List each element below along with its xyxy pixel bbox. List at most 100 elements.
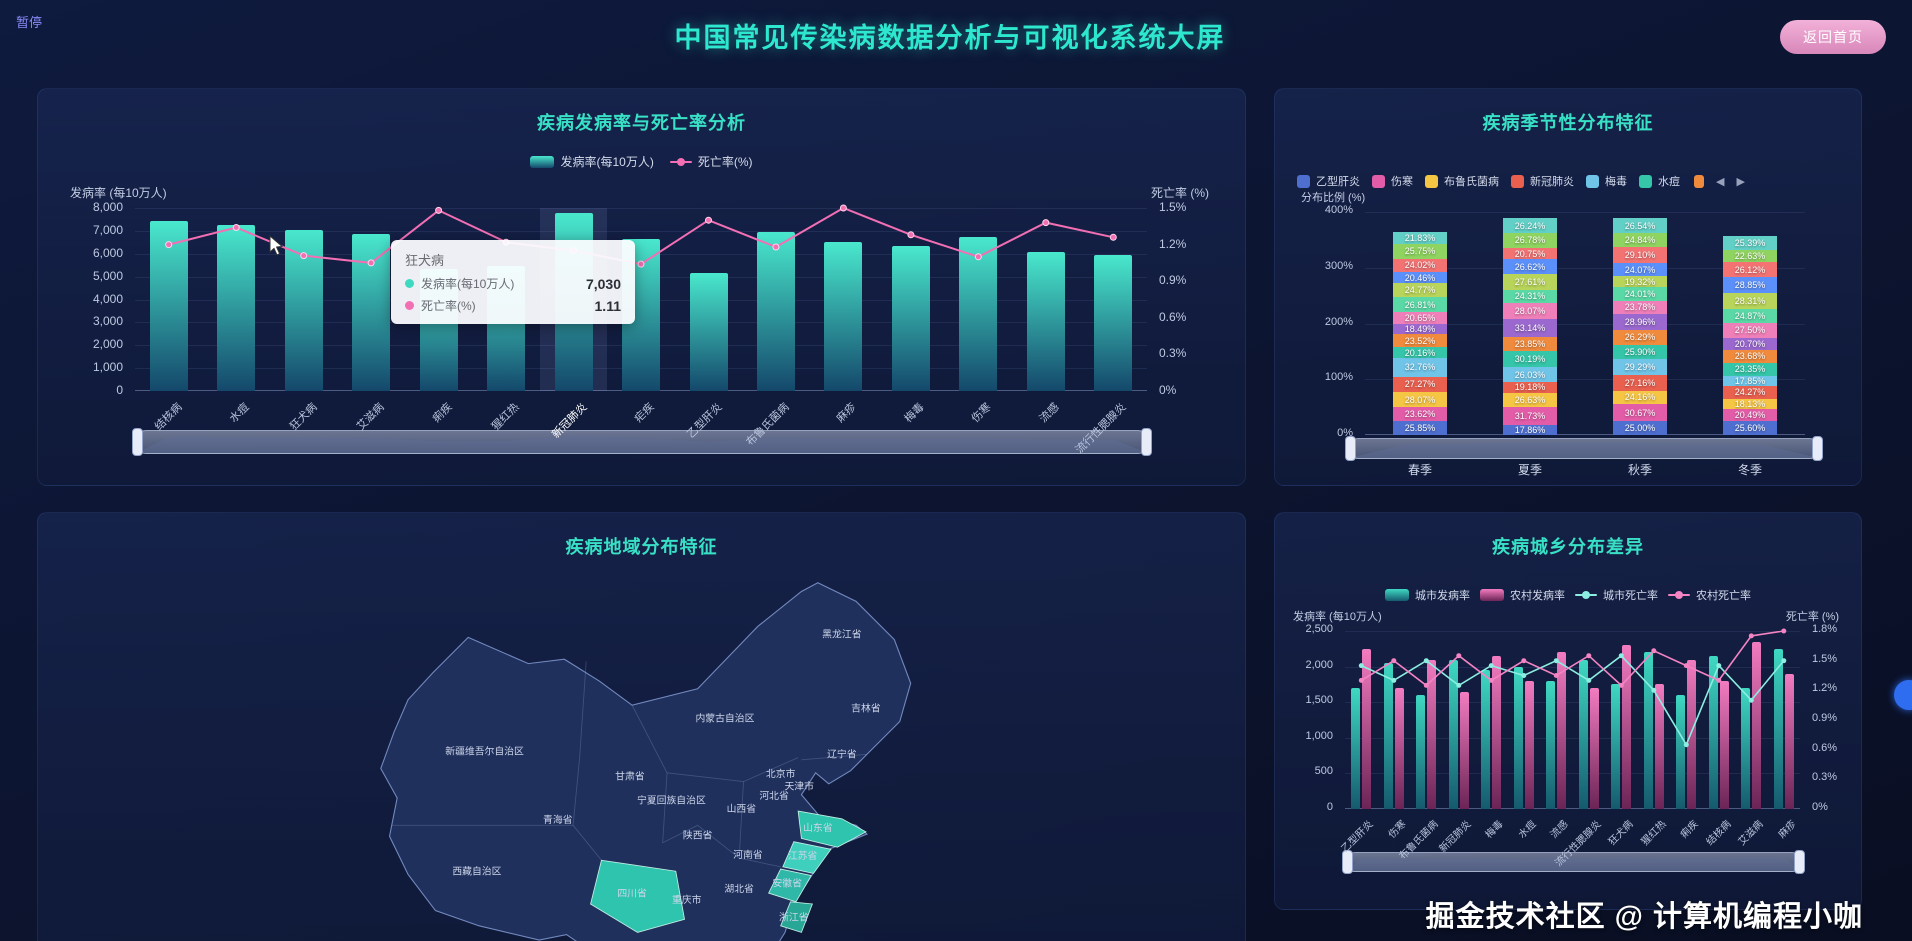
line-point[interactable] (300, 252, 308, 260)
line-point[interactable] (1553, 658, 1559, 664)
line-point[interactable] (1391, 658, 1397, 664)
stack-segment[interactable]: 17.85% (1723, 375, 1777, 386)
stack-segment[interactable]: 18.13% (1723, 399, 1777, 410)
datazoom-handle-right[interactable] (1141, 428, 1152, 456)
stack-segment[interactable]: 26.78% (1503, 232, 1557, 248)
stack-segment[interactable]: 24.16% (1613, 390, 1667, 404)
stack-segment[interactable]: 20.49% (1723, 409, 1777, 421)
datazoom-handle-left[interactable] (132, 428, 143, 456)
incidence-bar[interactable] (959, 236, 998, 391)
legend-item[interactable]: 布鲁氏菌病 (1425, 173, 1499, 189)
line-point[interactable] (1618, 653, 1624, 659)
stack-segment[interactable]: 28.96% (1613, 313, 1667, 330)
legend-item[interactable]: 伤寒 (1372, 173, 1413, 189)
incidence-bar[interactable] (1094, 254, 1133, 391)
rural-incidence-bar[interactable] (1557, 652, 1567, 809)
stack-segment[interactable]: 20.75% (1503, 247, 1557, 260)
stack-segment[interactable]: 32.76% (1393, 358, 1447, 377)
city-incidence-bar[interactable] (1741, 688, 1751, 809)
city-incidence-bar[interactable] (1351, 688, 1361, 809)
stack-segment[interactable]: 23.78% (1613, 300, 1667, 314)
incidence-bar[interactable] (689, 273, 728, 391)
stack-segment[interactable]: 26.54% (1613, 218, 1667, 233)
line-point[interactable] (839, 204, 847, 212)
stack-segment[interactable]: 26.63% (1503, 392, 1557, 408)
stack-segment[interactable]: 19.32% (1613, 276, 1667, 288)
line-point[interactable] (435, 206, 443, 214)
line-point[interactable] (165, 241, 173, 249)
stack-segment[interactable]: 23.85% (1503, 337, 1557, 351)
stack-segment[interactable]: 26.81% (1393, 297, 1447, 313)
line-point[interactable] (1651, 687, 1657, 693)
stack-segment[interactable]: 24.01% (1613, 287, 1667, 301)
line-point[interactable] (1488, 663, 1494, 669)
line-point[interactable] (1456, 653, 1462, 659)
stack-segment[interactable]: 22.63% (1723, 249, 1777, 263)
stack-segment[interactable]: 29.29% (1613, 359, 1667, 376)
legend-item[interactable]: 发病率(每10万人) (530, 153, 654, 170)
line-point[interactable] (1716, 663, 1722, 669)
stack-segment[interactable]: 21.83% (1393, 232, 1447, 245)
datazoom-handle-right[interactable] (1812, 436, 1823, 461)
stack-segment[interactable]: 17.86% (1503, 425, 1557, 435)
stack-segment[interactable]: 24.02% (1393, 258, 1447, 272)
stack-segment[interactable]: 27.16% (1613, 375, 1667, 391)
line-point[interactable] (907, 231, 915, 239)
stack-segment[interactable]: 26.12% (1723, 262, 1777, 277)
chart4-datazoom-slider[interactable] (1342, 850, 1805, 874)
legend-page-prev-icon[interactable]: ◀ (1716, 175, 1725, 188)
stack-segment[interactable]: 24.07% (1613, 263, 1667, 277)
rural-incidence-bar[interactable] (1362, 648, 1372, 809)
line-point[interactable] (1781, 628, 1787, 634)
stack-segment[interactable]: 23.52% (1393, 334, 1447, 348)
line-point[interactable] (1521, 673, 1527, 678)
incidence-bar[interactable] (217, 224, 256, 391)
stack-segment[interactable]: 27.27% (1393, 376, 1447, 392)
incidence-bar[interactable] (1026, 251, 1065, 391)
incidence-bar[interactable] (149, 220, 188, 391)
city-incidence-bar[interactable] (1578, 659, 1588, 809)
rural-incidence-bar[interactable] (1394, 688, 1404, 809)
stack-segment[interactable]: 30.67% (1613, 404, 1667, 422)
line-point[interactable] (1456, 682, 1462, 688)
datazoom-handle-left[interactable] (1345, 436, 1356, 461)
stack-segment[interactable]: 26.62% (1503, 259, 1557, 275)
stack-segment[interactable]: 20.46% (1393, 272, 1447, 284)
stack-segment[interactable]: 20.16% (1393, 347, 1447, 359)
line-point[interactable] (1586, 677, 1592, 683)
line-point[interactable] (1042, 219, 1050, 227)
city-incidence-bar[interactable] (1416, 695, 1426, 809)
incidence-bar[interactable] (824, 242, 863, 391)
line-point[interactable] (637, 260, 645, 268)
line-point[interactable] (1586, 653, 1592, 659)
city-incidence-bar[interactable] (1448, 659, 1458, 809)
back-home-button[interactable]: 返回首页 (1780, 20, 1886, 54)
stack-segment[interactable]: 25.39% (1723, 235, 1777, 250)
rural-incidence-bar[interactable] (1492, 655, 1502, 809)
legend-item[interactable]: 水痘 (1639, 173, 1680, 189)
line-point[interactable] (1423, 682, 1429, 688)
legend-item[interactable]: 农村死亡率 (1668, 587, 1751, 603)
line-point[interactable] (705, 216, 712, 224)
rural-incidence-bar[interactable] (1752, 641, 1762, 809)
rural-incidence-bar[interactable] (1427, 659, 1437, 809)
stack-segment[interactable]: 33.14% (1503, 318, 1557, 338)
line-point[interactable] (232, 224, 240, 231)
line-point[interactable] (1618, 682, 1624, 688)
rural-incidence-bar[interactable] (1524, 680, 1534, 809)
city-incidence-bar[interactable] (1481, 670, 1491, 809)
city-incidence-bar[interactable] (1546, 680, 1556, 809)
stack-segment[interactable]: 24.87% (1723, 308, 1777, 323)
line-point[interactable] (1391, 677, 1397, 683)
line-point[interactable] (1553, 673, 1559, 678)
line-point[interactable] (1683, 663, 1689, 669)
datazoom-handle-left[interactable] (1342, 850, 1353, 874)
stack-segment[interactable]: 18.49% (1393, 323, 1447, 334)
stack-segment[interactable]: 27.61% (1503, 274, 1557, 290)
line-point[interactable] (1109, 233, 1117, 241)
stack-segment[interactable]: 25.00% (1613, 421, 1667, 435)
rural-incidence-bar[interactable] (1654, 684, 1664, 809)
line-point[interactable] (1521, 658, 1527, 664)
line-point[interactable] (1748, 697, 1754, 703)
